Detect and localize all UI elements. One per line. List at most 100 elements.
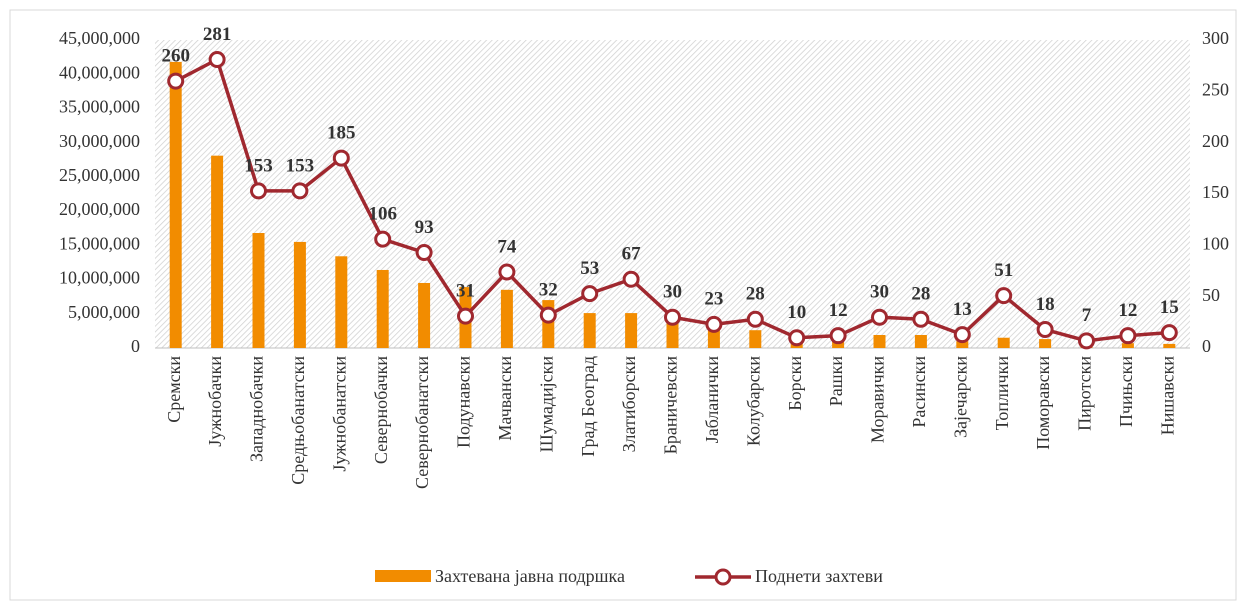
x-tick-label: Топлички — [992, 356, 1012, 431]
y2-tick-label: 50 — [1202, 285, 1220, 305]
line-marker — [167, 72, 185, 90]
data-label: 12 — [829, 300, 848, 321]
line-marker — [457, 307, 474, 325]
bar — [418, 282, 431, 348]
line-marker — [539, 306, 557, 324]
bar — [749, 330, 762, 348]
data-label: 18 — [1036, 294, 1055, 315]
line-marker — [291, 182, 309, 200]
x-tick-label: Нишавски — [1157, 356, 1177, 436]
line-marker — [1036, 321, 1054, 339]
bar — [707, 327, 720, 348]
bar — [956, 341, 969, 348]
y2-tick-label: 150 — [1202, 182, 1229, 202]
data-label: 53 — [580, 258, 599, 279]
data-label: 106 — [368, 204, 397, 225]
x-tick-label: Браничевски — [661, 356, 681, 455]
x-tick-label: Мачвански — [495, 356, 515, 441]
line-marker — [622, 270, 640, 288]
line-marker — [953, 326, 971, 344]
x-tick-label: Златиборски — [619, 356, 639, 453]
y-tick-label: 0 — [131, 336, 140, 356]
line-marker — [415, 244, 433, 262]
line-marker — [1160, 324, 1178, 342]
line-marker — [788, 329, 806, 347]
y-tick-label: 40,000,000 — [59, 62, 140, 82]
bar — [583, 313, 596, 348]
y2-tick-label: 100 — [1202, 233, 1229, 253]
data-label: 51 — [994, 260, 1013, 281]
bar — [169, 61, 182, 348]
y-tick-label: 10,000,000 — [59, 268, 140, 288]
x-tick-label: Јужнобанатски — [329, 356, 349, 472]
line-marker — [746, 310, 764, 328]
line-marker — [871, 308, 888, 326]
x-tick-label: Моравички — [868, 356, 888, 443]
data-label: 28 — [911, 284, 930, 305]
data-label: 31 — [456, 281, 475, 302]
data-label: 12 — [1118, 300, 1137, 321]
bar — [211, 155, 224, 348]
bar — [625, 313, 638, 348]
bar — [666, 322, 679, 348]
data-label: 281 — [203, 24, 232, 45]
x-tick-label: Колубарски — [743, 356, 763, 446]
x-tick-label: Јужнобачки — [205, 356, 225, 447]
bar — [293, 241, 306, 348]
line-marker — [250, 182, 267, 200]
data-label: 260 — [161, 45, 190, 66]
x-tick-label: Шумадијски — [536, 356, 556, 453]
x-tick-label: Пиротски — [1075, 356, 1095, 431]
y-tick-label: 15,000,000 — [59, 233, 140, 253]
data-label: 23 — [704, 289, 723, 310]
bar — [832, 341, 845, 348]
x-tick-label: Поморавски — [1033, 356, 1053, 450]
y2-tick-label: 300 — [1202, 28, 1229, 48]
data-label: 13 — [953, 299, 972, 320]
data-label: 67 — [622, 244, 642, 265]
line-marker — [705, 315, 723, 333]
bar — [873, 334, 886, 348]
y-tick-label: 45,000,000 — [59, 28, 140, 48]
x-tick-label: Сремски — [164, 356, 184, 423]
y2-tick-label: 0 — [1202, 336, 1211, 356]
data-label: 7 — [1082, 305, 1092, 326]
x-tick-label: Пчињски — [1116, 356, 1136, 427]
y-tick-label: 30,000,000 — [59, 131, 140, 151]
bar — [914, 334, 927, 348]
bar — [335, 256, 348, 348]
y-tick-label: 20,000,000 — [59, 199, 140, 219]
data-label: 32 — [539, 280, 558, 301]
data-label: 28 — [746, 284, 765, 305]
x-tick-label: Јабланички — [702, 356, 722, 444]
y-tick-label: 35,000,000 — [59, 97, 140, 117]
x-tick-label: Средњобанатски — [288, 356, 308, 485]
y-tick-label: 5,000,000 — [68, 302, 140, 322]
bar — [1121, 343, 1134, 348]
line-marker — [1078, 332, 1095, 350]
line-marker — [208, 51, 226, 69]
bar — [500, 289, 513, 348]
x-tick-label: Севернобачки — [371, 356, 391, 464]
x-tick-label: Расински — [909, 356, 929, 428]
line-marker — [581, 285, 599, 303]
line-marker — [912, 310, 930, 328]
x-tick-label: Борски — [785, 356, 805, 411]
bar — [1163, 343, 1176, 348]
data-label: 15 — [1160, 297, 1179, 318]
x-tick-label: Град Београд — [578, 356, 598, 457]
bar — [997, 337, 1010, 348]
line-marker — [498, 263, 516, 281]
data-label: 153 — [244, 155, 273, 176]
bar — [376, 269, 389, 348]
data-label: 185 — [327, 122, 356, 143]
bar — [1039, 339, 1052, 348]
data-label: 93 — [415, 217, 434, 238]
x-tick-label: Рашки — [826, 356, 846, 407]
legend-swatch — [714, 568, 732, 586]
x-tick-label: Зајечарски — [950, 356, 970, 438]
plot-area — [155, 40, 1190, 348]
line-marker — [1119, 327, 1137, 345]
x-tick-label: Западнобачки — [247, 356, 267, 462]
